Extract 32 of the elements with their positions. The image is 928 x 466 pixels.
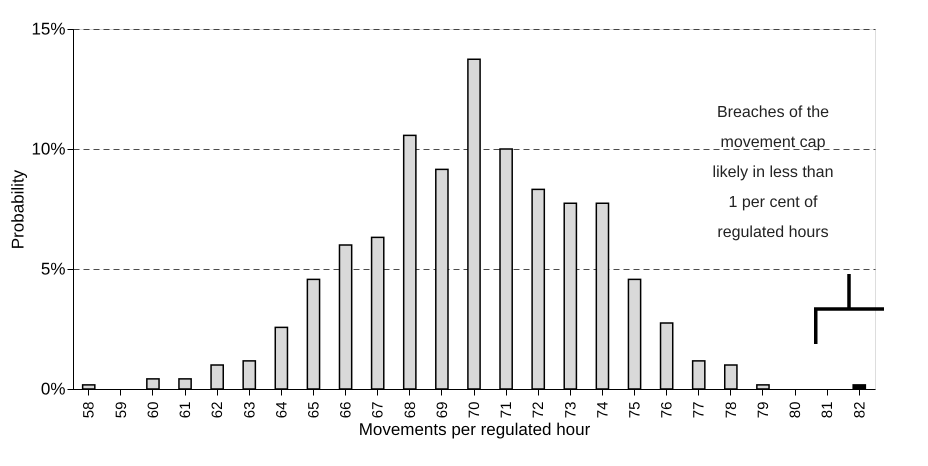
- x-tick-label: 78: [722, 402, 740, 418]
- x-tick-label: 58: [80, 402, 98, 418]
- y-tick-label: 15%: [31, 20, 66, 38]
- x-tick-label: 64: [273, 402, 290, 418]
- x-axis-title: Movements per regulated hour: [358, 420, 591, 440]
- x-tick-label: 70: [466, 402, 483, 418]
- y-tick-label: 10%: [31, 140, 66, 158]
- annotation: Breaches of the movement cap likely in less than 1 per cent of regulated hours: [712, 104, 834, 241]
- y-axis-title: Probability: [8, 169, 28, 250]
- x-tick-label: 76: [658, 402, 676, 418]
- x-tick-label: 71: [498, 402, 516, 418]
- x-tick-label: 81: [819, 402, 836, 418]
- x-tick-label: 69: [434, 402, 451, 418]
- x-tick-label: 62: [209, 402, 226, 418]
- x-tick-label: 77: [690, 402, 708, 418]
- x-tick-label: 74: [594, 402, 612, 418]
- y-tick-label: 5%: [40, 260, 66, 278]
- x-tick-label: 59: [112, 402, 130, 418]
- x-tick-label: 66: [338, 402, 355, 418]
- x-tick-label: 73: [562, 402, 580, 418]
- x-tick-label: 63: [241, 402, 258, 418]
- x-tick-label: 80: [787, 402, 804, 418]
- x-tick-label: 68: [402, 402, 419, 418]
- x-tick-label: 60: [144, 402, 162, 418]
- x-tick-label: 75: [626, 402, 644, 418]
- x-tick-label: 65: [305, 402, 322, 418]
- x-tick-label: 82: [851, 402, 868, 418]
- x-tick-label: 79: [754, 402, 772, 418]
- x-tick-label: 67: [370, 402, 387, 418]
- x-tick-label: 72: [530, 402, 548, 418]
- y-tick-label: 0%: [40, 380, 66, 398]
- x-tick-label: 61: [177, 402, 194, 418]
